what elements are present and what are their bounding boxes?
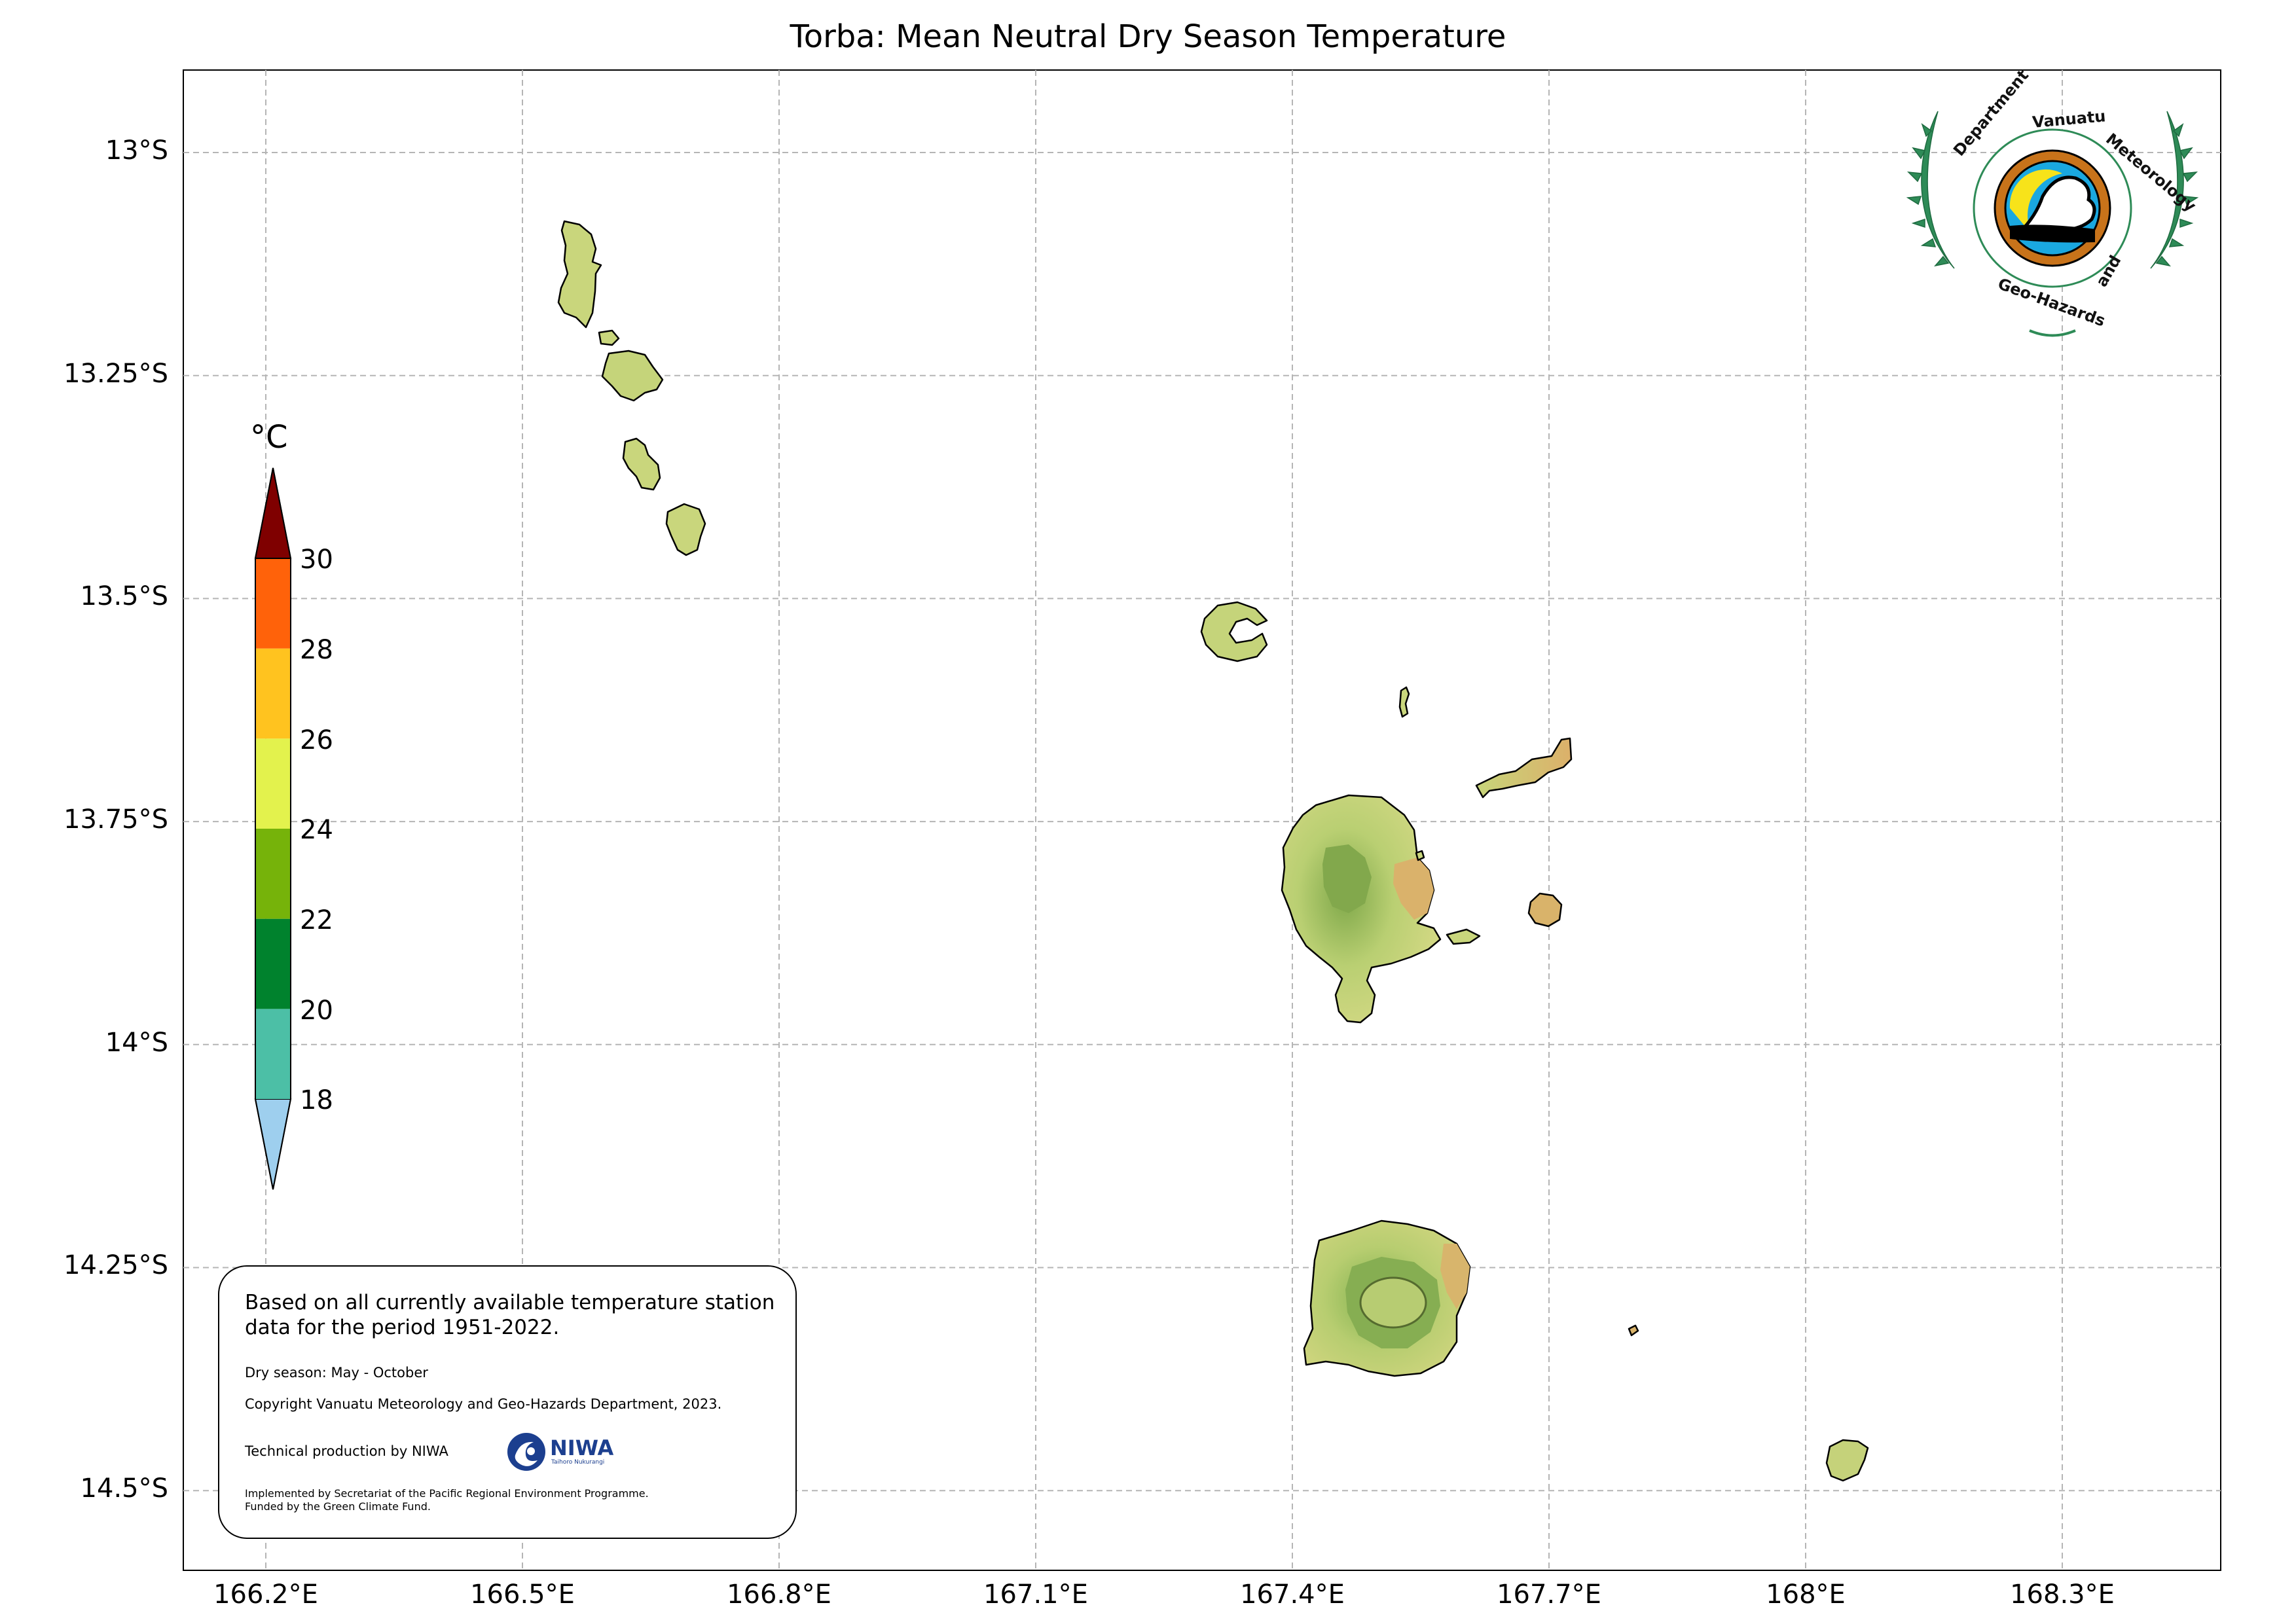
colorbar-band (255, 648, 291, 739)
latitude-label: 13.5°S (80, 581, 168, 611)
vanua-lava-east-warm (1393, 857, 1434, 920)
longitude-label: 166.5°E (470, 1579, 575, 1610)
latitude-label: 14.5°S (80, 1473, 168, 1504)
colorbar-band (255, 1009, 291, 1099)
colorbar-tick-label: 20 (300, 996, 333, 1026)
longitude-label: 166.2°E (213, 1579, 318, 1610)
longitude-label: 167.1°E (983, 1579, 1088, 1610)
info-funded: Funded by the Green Climate Fund. (245, 1500, 431, 1513)
colorbar-tick-label: 22 (300, 905, 333, 935)
colorbar-unit-label: °C (250, 419, 288, 456)
longitude-label: 168.3°E (2010, 1579, 2115, 1610)
island-hiu (557, 220, 602, 329)
latitude-label: 13.25°S (64, 359, 168, 389)
island-loh (622, 437, 661, 491)
colorbar-tick-label: 24 (300, 815, 333, 845)
longitude-label: 168°E (1766, 1579, 1846, 1610)
islands (557, 220, 1869, 1482)
info-production: Technical production by NIWA (245, 1443, 448, 1459)
latitude-label: 14°S (105, 1028, 168, 1058)
gaua-east-warm (1440, 1244, 1470, 1309)
colorbar (254, 467, 292, 1190)
latitude-label: 13°S (105, 135, 168, 166)
island-merig (1628, 1324, 1639, 1337)
island-vanua-lava-islet (1446, 928, 1481, 945)
colorbar-band (255, 829, 291, 919)
gaua-crater-lake (1360, 1278, 1426, 1327)
colorbar-band (255, 738, 291, 829)
latitude-label: 14.25°S (64, 1250, 168, 1280)
island-tegua (601, 350, 664, 402)
island-ureparapara (1200, 601, 1268, 662)
island-ravenga (1415, 850, 1425, 861)
island-rowa (1398, 686, 1410, 718)
niwa-logo-subtext: Taihoro Nukurangi (551, 1459, 605, 1466)
longitude-label: 167.7°E (1497, 1579, 1601, 1610)
colorbar-outline (255, 467, 291, 1190)
island-mota-lava (1475, 737, 1573, 799)
map-title: Torba: Mean Neutral Dry Season Temperatu… (790, 18, 1506, 55)
island-metoma (665, 503, 706, 556)
longitude-label: 167.4°E (1240, 1579, 1345, 1610)
info-description: Based on all currently available tempera… (245, 1291, 775, 1339)
latitude-label: 13.75°S (64, 804, 168, 835)
vanua-lava-highland (1322, 844, 1372, 913)
island-mota (1527, 892, 1563, 928)
info-copyright: Copyright Vanuatu Meteorology and Geo-Ha… (245, 1396, 722, 1412)
island-mere-lava (1825, 1439, 1869, 1482)
colorbar-tick-label: 28 (300, 635, 333, 665)
gaua-crater-rim (1359, 1276, 1427, 1329)
wreath-left (1906, 111, 1955, 269)
info-box: Based on all currently available tempera… (218, 1265, 797, 1539)
niwa-logo-text: NIWA (550, 1435, 614, 1460)
colorbar-band (255, 918, 291, 1009)
info-implemented: Implemented by Secretariat of the Pacifi… (245, 1487, 649, 1500)
info-season: Dry season: May - October (245, 1365, 428, 1380)
longitude-label: 166.8°E (727, 1579, 831, 1610)
niwa-logo-icon (507, 1433, 545, 1471)
colorbar-tick-label: 30 (300, 545, 333, 575)
colorbar-tick-label: 26 (300, 725, 333, 755)
wreath-right (2150, 111, 2199, 269)
colorbar-band (255, 558, 291, 649)
vmgd-logo: Department Vanuatu Meteorology and Geo-H… (1906, 66, 2200, 337)
island-toga-islet (598, 329, 620, 346)
colorbar-tick-label: 18 (300, 1085, 333, 1115)
